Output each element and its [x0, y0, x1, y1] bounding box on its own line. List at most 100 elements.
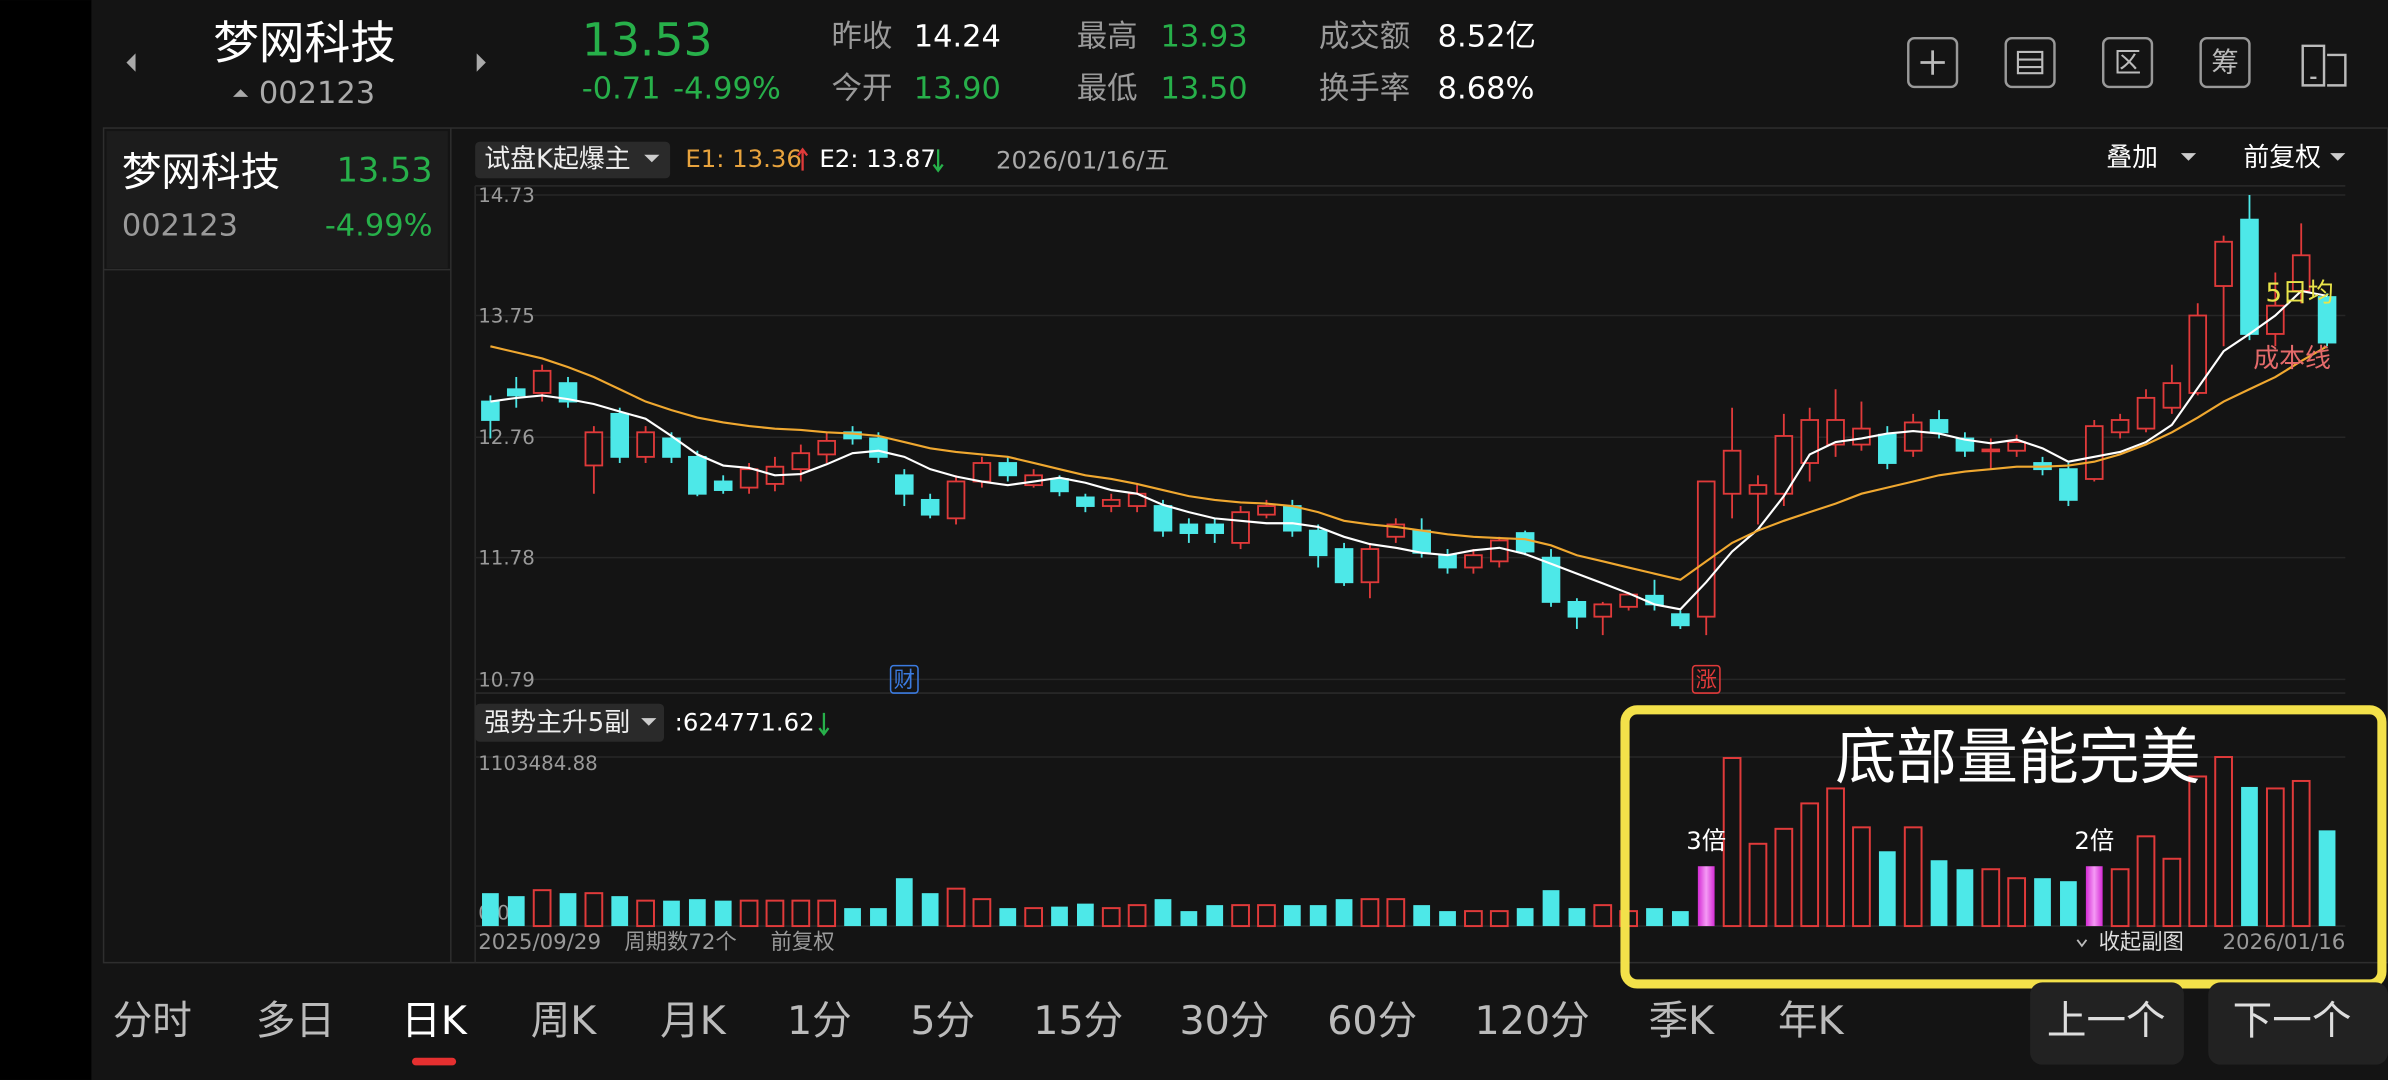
candle-body [1748, 484, 1768, 495]
nav-button-text[interactable]: 下一个 [2233, 998, 2352, 1044]
candle-body [558, 382, 578, 403]
candle-body [713, 480, 733, 491]
candle-body [1464, 554, 1483, 569]
volume-annotation: 2倍 [2074, 826, 2114, 855]
switch-icon[interactable] [2301, 44, 2347, 87]
event-marker-text: 涨 [1696, 668, 1717, 693]
volume-bar [1748, 842, 1768, 928]
nav-button[interactable] [2208, 982, 2388, 1065]
overlay-select[interactable]: 叠加 [2106, 143, 2158, 173]
next-stock[interactable] [476, 53, 486, 72]
period-tab[interactable]: 年K [1778, 998, 1845, 1044]
period-tab[interactable]: 周K [531, 998, 598, 1044]
event-marker[interactable] [1691, 664, 1721, 694]
period-tab[interactable]: 日K [401, 998, 468, 1044]
collapse-icon[interactable] [2076, 939, 2088, 948]
candle-body [1283, 505, 1302, 532]
period-tab[interactable]: 30分 [1179, 998, 1269, 1044]
candle-body [1929, 419, 1949, 434]
candle-body [1619, 593, 1638, 608]
volume-bar [1646, 908, 1663, 927]
volume-bar [1051, 906, 1068, 927]
period-tab[interactable]: 分时 [113, 998, 192, 1044]
period-tab[interactable]: 月K [660, 998, 727, 1044]
period-tab[interactable]: 60分 [1327, 998, 1417, 1044]
tool-button[interactable] [2199, 36, 2251, 89]
price: 13.53 [582, 13, 713, 66]
period-tab[interactable]: 15分 [1033, 998, 1123, 1044]
callout-box [1620, 705, 2387, 989]
candle-body [506, 388, 526, 397]
volume-bar [1774, 827, 1794, 928]
candle-body [1076, 496, 1095, 507]
period-tab[interactable]: 季K [1649, 998, 1716, 1044]
y-tick-label: 10.79 [478, 668, 535, 691]
candle-body [2162, 382, 2182, 409]
candle-body [1153, 505, 1173, 532]
tool-button[interactable] [2004, 36, 2056, 89]
volume-bar [1722, 757, 1742, 928]
volume-bar [1671, 911, 1689, 927]
adjust-select[interactable]: 前复权 [2243, 143, 2321, 173]
indicator-line [490, 289, 2328, 611]
indicator-value: E1: 13.36 [685, 144, 802, 173]
stat-label: 成交额 [1319, 20, 1410, 55]
y-tick-label: 11.78 [478, 547, 535, 570]
tool-icon-text: 区 [2114, 48, 2141, 79]
tool-button[interactable] [2101, 36, 2154, 89]
volume-bar [1309, 905, 1327, 927]
candle-body [1671, 613, 1690, 627]
down-arrow [818, 712, 830, 737]
y-tick-label: 13.75 [478, 305, 535, 328]
period-tab[interactable]: 120分 [1475, 998, 1590, 1044]
volume-bar [1386, 898, 1406, 928]
watch-change: -4.99% [325, 209, 433, 244]
period-tab[interactable]: 5分 [910, 998, 975, 1044]
candle-body [1567, 600, 1587, 618]
volume-bar [2318, 830, 2336, 927]
volume-bar [1206, 905, 1224, 927]
volume-bar [1956, 869, 1974, 927]
candle-body [1878, 433, 1897, 464]
period-tab[interactable]: 多日 [256, 998, 335, 1044]
up-arrow [797, 147, 809, 171]
prev-stock[interactable] [126, 53, 136, 72]
watch-code: 002123 [122, 209, 238, 244]
candle-body [1903, 421, 1923, 452]
collapse-button[interactable]: 收起副图 [2099, 930, 2184, 955]
nav-button-text[interactable]: 上一个 [2047, 998, 2166, 1044]
volume-bar [921, 893, 939, 927]
y-tick-label: 1103484.88 [478, 752, 598, 775]
volume-bar [1257, 904, 1276, 928]
volume-bar [1231, 904, 1250, 928]
candle-body [946, 480, 966, 520]
event-marker[interactable] [889, 664, 919, 694]
left-edge [0, 0, 92, 1080]
candle-body [791, 452, 811, 471]
stat-label: 换手率 [1319, 71, 1410, 106]
period-tab[interactable]: 1分 [787, 998, 852, 1044]
indicator-name: 试盘K起爆主 [484, 145, 630, 175]
volume-bar [1930, 860, 1948, 927]
candle-body [2007, 441, 2026, 452]
indicator-line [490, 345, 2328, 581]
volume-bar [1800, 802, 1820, 928]
indicator-select[interactable] [475, 703, 665, 742]
watch-card[interactable] [106, 131, 448, 269]
volume-bar [1981, 868, 2001, 928]
indicator-select[interactable] [475, 141, 671, 179]
volume-bar [2085, 866, 2103, 927]
volume-bar [844, 908, 861, 927]
tool-button[interactable] [1907, 36, 1959, 89]
indicator-name: 强势主升5副 [484, 708, 630, 738]
watch-name: 梦网科技 [122, 150, 280, 196]
volume-bar [688, 899, 706, 927]
volume-bar [2265, 787, 2285, 928]
candle-body [1981, 448, 2001, 453]
candle-body [2136, 396, 2156, 430]
candle-body [739, 468, 759, 489]
nav-button[interactable] [2030, 982, 2184, 1065]
candle-body [636, 431, 655, 458]
volume-bar [2136, 835, 2156, 928]
